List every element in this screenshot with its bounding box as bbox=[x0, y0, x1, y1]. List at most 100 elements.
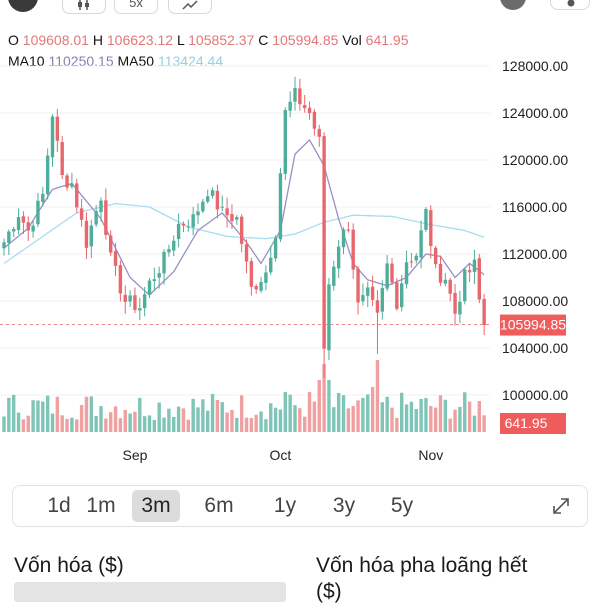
volume-bar bbox=[414, 409, 418, 432]
volume-bar bbox=[152, 419, 157, 432]
compare-button[interactable] bbox=[168, 0, 212, 14]
volume-bar bbox=[293, 405, 297, 432]
candle-body bbox=[438, 263, 443, 283]
high-value: 106623.12 bbox=[106, 32, 174, 48]
candle-body bbox=[254, 286, 258, 290]
volume-bar bbox=[147, 415, 152, 432]
interval-label: 5x bbox=[129, 0, 143, 10]
indicator-toggle-icon[interactable] bbox=[8, 0, 38, 12]
volume-bar bbox=[26, 415, 30, 432]
candle-body bbox=[288, 101, 292, 111]
volume-bar bbox=[322, 364, 326, 432]
candle-type-button[interactable] bbox=[62, 0, 106, 14]
expand-icon[interactable] bbox=[547, 492, 575, 520]
ohlc-readout: O 109608.01 H 106623.12 L 105852.37 C 10… bbox=[8, 32, 408, 48]
candle-body bbox=[45, 155, 50, 195]
volume-bar bbox=[269, 403, 273, 432]
volume-bar bbox=[463, 392, 467, 432]
ma10-series bbox=[3, 138, 485, 296]
volume-bar bbox=[31, 400, 35, 432]
volume-bar bbox=[254, 414, 258, 432]
market-cap-label: Vốn hóa ($) bbox=[14, 554, 124, 577]
candle-body bbox=[186, 226, 190, 228]
y-tick-label: 120000.00 bbox=[502, 152, 568, 168]
volume-bar bbox=[409, 401, 414, 432]
candle-body bbox=[201, 201, 205, 212]
price-chart[interactable]: 128000.00 124000.00 120000.00 116000.00 1120… bbox=[0, 0, 600, 475]
more-button[interactable] bbox=[550, 0, 590, 10]
volume-bar bbox=[118, 418, 123, 432]
candle-body bbox=[7, 231, 11, 244]
volume-bar bbox=[186, 419, 190, 432]
chart-grid bbox=[0, 65, 490, 396]
volume-bar bbox=[84, 396, 89, 432]
volume-bars bbox=[2, 360, 486, 432]
candle-body bbox=[65, 175, 69, 188]
volume-bar bbox=[75, 419, 79, 432]
volume-bar bbox=[235, 417, 239, 432]
period-3y[interactable]: 3y bbox=[332, 494, 356, 517]
volume-bar bbox=[249, 418, 254, 432]
period-5y[interactable]: 5y bbox=[390, 494, 414, 517]
candle-body bbox=[147, 280, 152, 295]
candle-body bbox=[133, 295, 137, 311]
interval-button[interactable]: 5x bbox=[114, 0, 158, 14]
candle-body bbox=[317, 128, 321, 137]
volume-bar bbox=[89, 396, 93, 432]
open-value: 109608.01 bbox=[22, 32, 89, 48]
ma10-label: MA10 bbox=[8, 53, 45, 69]
volume-bar bbox=[385, 396, 389, 432]
candle-body bbox=[472, 259, 477, 273]
candle-body bbox=[356, 268, 360, 303]
candle-body bbox=[191, 214, 195, 228]
volume-bar bbox=[162, 417, 166, 432]
period-6m[interactable]: 6m bbox=[204, 494, 234, 517]
close-label: C bbox=[258, 32, 269, 48]
candle-body bbox=[167, 249, 171, 253]
candle-body bbox=[215, 190, 220, 210]
candle-body bbox=[36, 200, 40, 225]
volume-bar bbox=[142, 416, 147, 432]
volume-bar bbox=[472, 415, 477, 432]
y-axis: 128000.00 124000.00 120000.00 116000.00 1120… bbox=[502, 58, 568, 403]
volume-bar bbox=[453, 409, 457, 432]
volume-bar bbox=[346, 408, 351, 432]
period-3m[interactable]: 3m bbox=[132, 490, 180, 522]
settings-gear-icon[interactable] bbox=[500, 0, 526, 10]
ma50-label: MA50 bbox=[117, 53, 155, 69]
more-icon bbox=[567, 0, 575, 7]
volume-bar bbox=[99, 406, 103, 432]
candle-body bbox=[477, 258, 481, 300]
candle-body bbox=[60, 142, 64, 176]
volume-bar bbox=[60, 415, 64, 432]
volume-bar bbox=[433, 407, 438, 432]
period-1m[interactable]: 1m bbox=[86, 494, 116, 517]
candle-body bbox=[341, 229, 346, 248]
volume-bar bbox=[419, 398, 423, 432]
period-1y[interactable]: 1y bbox=[273, 494, 297, 517]
candle-body bbox=[196, 211, 200, 216]
y-tick-label: 124000.00 bbox=[502, 105, 568, 121]
last-price-tag: 105994.85 bbox=[500, 317, 566, 333]
candle-body bbox=[249, 261, 254, 287]
candle-body bbox=[176, 223, 181, 240]
candle-body bbox=[419, 230, 423, 258]
close-value: 105994.85 bbox=[272, 32, 339, 48]
candle-body bbox=[307, 107, 312, 114]
period-1d[interactable]: 1d bbox=[47, 494, 71, 517]
ma-readout: MA10 110250.15 MA50 113424.44 bbox=[8, 53, 223, 69]
volume-bar bbox=[104, 418, 108, 432]
volume-bar bbox=[303, 416, 307, 432]
volume-bar bbox=[220, 402, 224, 432]
candle-body bbox=[332, 266, 336, 286]
volume-bar bbox=[201, 399, 205, 432]
candle-body bbox=[409, 261, 414, 263]
volume-tag: 641.95 bbox=[505, 415, 548, 431]
candle-body bbox=[443, 279, 448, 284]
candle-body bbox=[244, 244, 249, 262]
volume-bar bbox=[138, 397, 142, 432]
volume-bar bbox=[133, 411, 137, 432]
open-label: O bbox=[8, 32, 19, 48]
low-label: L bbox=[176, 32, 185, 48]
x-tick-label-nov: Nov bbox=[418, 447, 443, 463]
